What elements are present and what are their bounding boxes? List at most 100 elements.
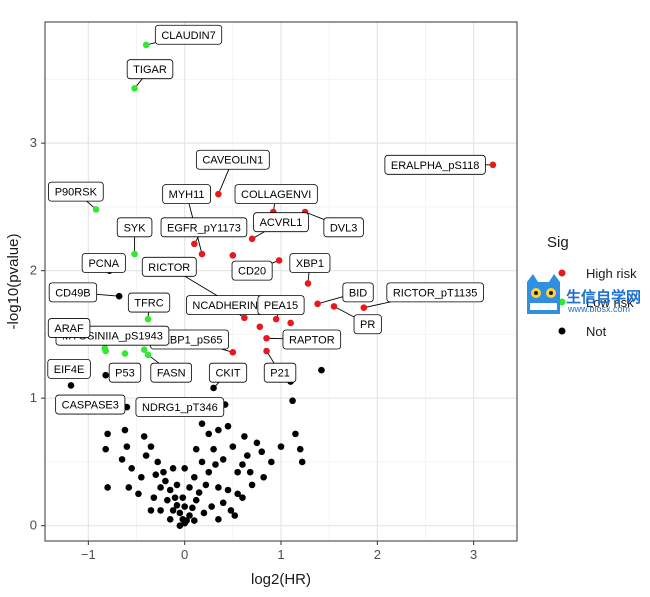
data-point — [144, 315, 152, 323]
point-label-text: CKIT — [215, 368, 240, 380]
point-label-text: CASPASE3 — [62, 400, 119, 412]
data-point — [229, 348, 237, 356]
data-point — [215, 516, 222, 523]
data-point — [92, 206, 100, 213]
data-point — [121, 426, 129, 434]
data-point — [186, 484, 193, 491]
data-point — [489, 161, 497, 169]
point-label-box — [47, 318, 91, 338]
data-point — [115, 292, 123, 300]
point-label-text: EGFR_pY1173 — [167, 222, 241, 234]
data-point — [304, 280, 312, 287]
label-connector — [333, 305, 355, 318]
point-label-box — [208, 362, 248, 383]
data-point — [318, 366, 325, 374]
data-point — [202, 481, 210, 489]
data-point — [176, 522, 184, 529]
point-label-box — [257, 295, 305, 315]
point-label-box — [282, 329, 342, 350]
point-label-box — [48, 282, 98, 303]
point-label-box — [126, 59, 174, 80]
point-label-box — [160, 217, 248, 238]
y-tick-label: 2 — [30, 263, 37, 278]
data-point — [186, 512, 193, 519]
point-label: CAVEOLIN1 — [195, 149, 270, 170]
data-point — [195, 489, 203, 496]
watermark-text: 生信自学网 — [566, 288, 641, 306]
point-label-box — [55, 394, 126, 415]
data-point — [144, 351, 152, 359]
point-label-box — [47, 358, 91, 379]
point-label-text: CD20 — [238, 266, 266, 278]
data-point — [169, 465, 177, 472]
point-label-text: ERALPHA_pS118 — [391, 160, 479, 172]
data-point — [147, 507, 155, 514]
point-label-text: PCNA — [88, 258, 119, 270]
data-point — [296, 445, 304, 453]
data-point — [212, 461, 219, 468]
point-label: ARAF — [47, 318, 91, 338]
point-label-box — [386, 282, 484, 303]
data-point — [205, 468, 213, 476]
point-label: CASPASE3 — [55, 394, 126, 415]
data-point — [239, 494, 246, 501]
data-point — [314, 300, 321, 308]
data-point — [125, 484, 133, 491]
data-point — [289, 397, 296, 405]
point-label-box — [231, 260, 273, 281]
point-label-text: CD49B — [55, 287, 90, 299]
point-label: P21 — [263, 362, 297, 383]
data-point — [121, 350, 129, 357]
data-point — [275, 257, 283, 264]
data-point — [241, 314, 248, 322]
data-point — [198, 458, 206, 466]
point-label: ACVRL1 — [253, 212, 309, 233]
data-point — [150, 494, 158, 501]
data-point — [189, 504, 196, 512]
data-point — [231, 512, 239, 519]
data-point — [224, 486, 232, 494]
data-point — [142, 41, 150, 49]
legend-key — [558, 298, 566, 306]
label-connector — [363, 301, 391, 309]
data-point — [160, 468, 167, 476]
data-point — [330, 303, 338, 310]
data-point — [176, 509, 184, 517]
point-label-box — [342, 282, 374, 303]
data-point — [229, 252, 237, 259]
y-tick-label: 0 — [30, 518, 37, 533]
data-point — [268, 458, 275, 466]
data-point — [192, 496, 200, 504]
x-tick-label: −1 — [81, 547, 96, 562]
point-label-text: TFRC — [134, 298, 163, 310]
data-point — [104, 484, 111, 491]
point-label-text: P21 — [270, 368, 290, 380]
point-label-text: CAVEOLIN1 — [202, 155, 263, 167]
point-label-text: BID — [349, 287, 367, 299]
data-point — [287, 319, 294, 327]
data-point — [104, 430, 111, 438]
point-label-box — [323, 217, 364, 238]
data-point — [234, 490, 241, 498]
data-point — [292, 430, 299, 438]
data-point — [123, 443, 131, 450]
data-point — [191, 240, 198, 248]
data-point — [179, 494, 187, 501]
data-point — [192, 445, 200, 453]
point-label-text: XBP1 — [296, 258, 324, 270]
data-point — [128, 465, 135, 472]
watermark-logo: 生信自学网 www.biosx.com — [527, 274, 641, 314]
point-label-box — [116, 217, 153, 238]
point-label-text: RICTOR — [148, 262, 190, 274]
legend-label: Not — [586, 324, 607, 339]
data-point — [215, 484, 222, 491]
data-point — [253, 439, 261, 447]
point-label: EIF4E — [47, 358, 91, 379]
point-label-box — [384, 154, 486, 175]
data-point — [181, 503, 188, 510]
data-point — [224, 422, 232, 430]
point-label: 4EBP1_pS65 — [150, 329, 229, 350]
point-label-box — [263, 362, 297, 383]
data-point — [191, 517, 198, 524]
